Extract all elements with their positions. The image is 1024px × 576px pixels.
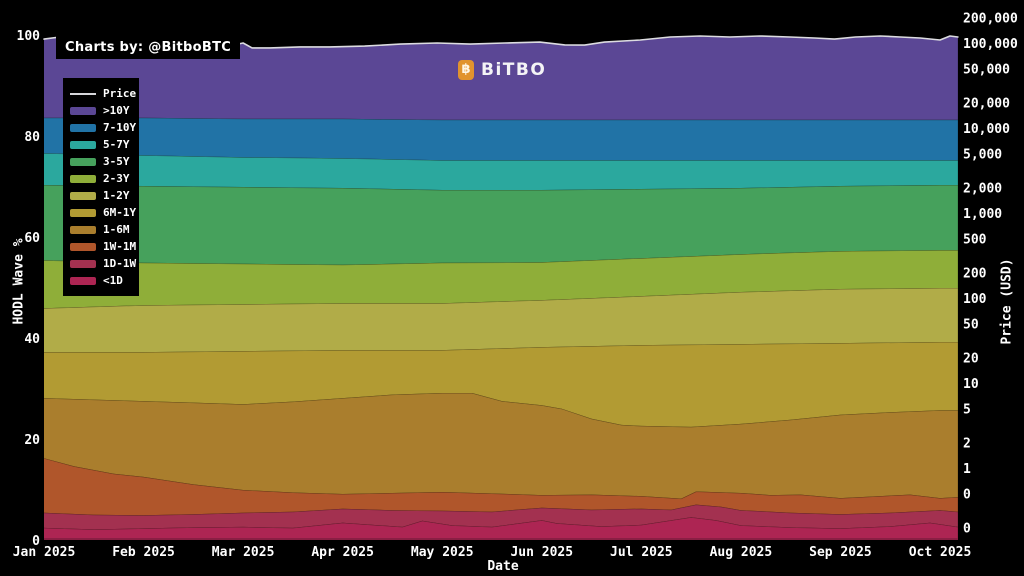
left-axis-tick-label: 0 <box>32 534 40 549</box>
band-swatch-icon <box>70 106 96 115</box>
band-6m-1y <box>44 342 958 427</box>
legend-label: 7-10Y <box>103 121 137 134</box>
band-swatch-icon <box>70 157 96 166</box>
legend-item--10y: >10Y <box>70 102 135 119</box>
band--10y <box>44 36 958 120</box>
right-axis-tick-label: 1,000 <box>963 207 1002 222</box>
bitcoin-icon: ฿ <box>458 60 474 80</box>
legend-item--1d: <1D <box>70 272 135 289</box>
right-axis-tick-label: 200 <box>963 266 987 281</box>
left-axis-tick-label: 20 <box>24 433 40 448</box>
x-axis-tick-label: May 2025 <box>411 545 474 560</box>
legend-label: >10Y <box>103 104 130 117</box>
legend-item-1w-1m: 1W-1M <box>70 238 137 255</box>
band-2-3y <box>44 250 958 309</box>
x-axis-tick-label: Apr 2025 <box>311 545 374 560</box>
legend-item-price: Price <box>70 85 137 102</box>
x-axis-tick-label: Feb 2025 <box>112 545 175 560</box>
band-7-10y <box>44 117 958 161</box>
band-1w-1m <box>44 458 958 516</box>
x-axis-tick-label: Oct 2025 <box>909 545 972 560</box>
band-5-7y <box>44 153 958 190</box>
legend-item-1d-1w: 1D-1W <box>70 255 137 272</box>
left-axis-title: HODL Wave % <box>11 238 27 325</box>
watermark-text: Charts by: @BitboBTC <box>65 40 232 55</box>
band-swatch-icon <box>70 225 96 234</box>
legend-label: 5-7Y <box>103 138 130 151</box>
legend-item-1-6m: 1-6M <box>70 221 135 238</box>
watermark-badge: Charts by: @BitboBTC <box>56 36 241 59</box>
legend-item-5-7y: 5-7Y <box>70 136 135 153</box>
band-swatch-icon <box>70 191 96 200</box>
right-axis-tick-label: 5 <box>963 403 971 418</box>
band-swatch-icon <box>70 174 96 183</box>
x-axis-tick-label: Sep 2025 <box>809 545 872 560</box>
right-axis-tick-label: 0 <box>963 521 971 536</box>
right-axis-tick-label: 100,000 <box>963 37 1018 52</box>
right-axis-tick-label: 1 <box>963 462 971 477</box>
band-swatch-icon <box>70 242 96 251</box>
right-axis-tick-label: 20 <box>963 351 979 366</box>
left-axis-tick-label: 100 <box>17 29 41 44</box>
x-axis-tick-label: Aug 2025 <box>710 545 773 560</box>
legend-item-1-2y: 1-2Y <box>70 187 135 204</box>
legend-label: 1D-1W <box>103 257 137 270</box>
right-axis-tick-label: 2,000 <box>963 181 1002 196</box>
band-swatch-icon <box>70 259 96 268</box>
legend-label: 1-2Y <box>103 189 130 202</box>
band-1d-1w <box>44 504 958 530</box>
left-axis-tick-label: 40 <box>24 332 40 347</box>
left-axis-tick-label: 60 <box>24 231 40 246</box>
logo-text: BiTBO <box>481 60 547 80</box>
right-axis-tick-label: 20,000 <box>963 96 1010 111</box>
legend: Price >10Y 7-10Y 5-7Y 3-5Y 2-3Y 1-2Y 6M-1Y 1-6M 1… <box>63 78 139 296</box>
legend-label: 1W-1M <box>103 240 137 253</box>
right-axis-tick-label: 200,000 <box>963 11 1018 26</box>
right-axis-tick-label: 100 <box>963 292 987 307</box>
legend-item-7-10y: 7-10Y <box>70 119 137 136</box>
legend-label: <1D <box>103 274 123 287</box>
price-line-swatch-icon <box>70 92 96 95</box>
legend-item-6m-1y: 6M-1Y <box>70 204 137 221</box>
right-axis-tick-label: 50,000 <box>963 63 1010 78</box>
band-swatch-icon <box>70 208 96 217</box>
right-axis-tick-label: 10 <box>963 377 979 392</box>
x-axis-tick-label: Jul 2025 <box>610 545 673 560</box>
x-axis-title: Date <box>487 559 519 574</box>
right-axis-tick-label: 10,000 <box>963 122 1010 137</box>
band-swatch-icon <box>70 123 96 132</box>
band-1-6m <box>44 393 958 499</box>
right-axis-tick-label: 2 <box>963 436 971 451</box>
right-axis-title: Price (USD) <box>999 258 1015 345</box>
band-swatch-icon <box>70 276 96 285</box>
band--1d <box>44 517 958 540</box>
legend-item-2-3y: 2-3Y <box>70 170 135 187</box>
band-1-2y <box>44 288 958 353</box>
x-axis-tick-label: Jun 2025 <box>510 545 573 560</box>
legend-label: 2-3Y <box>103 172 130 185</box>
band-3-5y <box>44 185 958 265</box>
x-axis-tick-label: Mar 2025 <box>212 545 275 560</box>
bitbo-logo: ฿ BiTBO <box>458 60 546 80</box>
left-axis-tick-label: 80 <box>24 130 40 145</box>
right-axis-tick-label: 500 <box>963 233 987 248</box>
x-axis-tick-label: Jan 2025 <box>13 545 76 560</box>
legend-label: 6M-1Y <box>103 206 137 219</box>
legend-label: 3-5Y <box>103 155 130 168</box>
right-axis-tick-label: 5,000 <box>963 148 1002 163</box>
legend-label: 1-6M <box>103 223 130 236</box>
legend-item-3-5y: 3-5Y <box>70 153 135 170</box>
right-axis-tick-label: 0 <box>963 488 971 503</box>
legend-label: Price <box>103 87 137 100</box>
right-axis-tick-label: 50 <box>963 318 979 333</box>
band-swatch-icon <box>70 140 96 149</box>
